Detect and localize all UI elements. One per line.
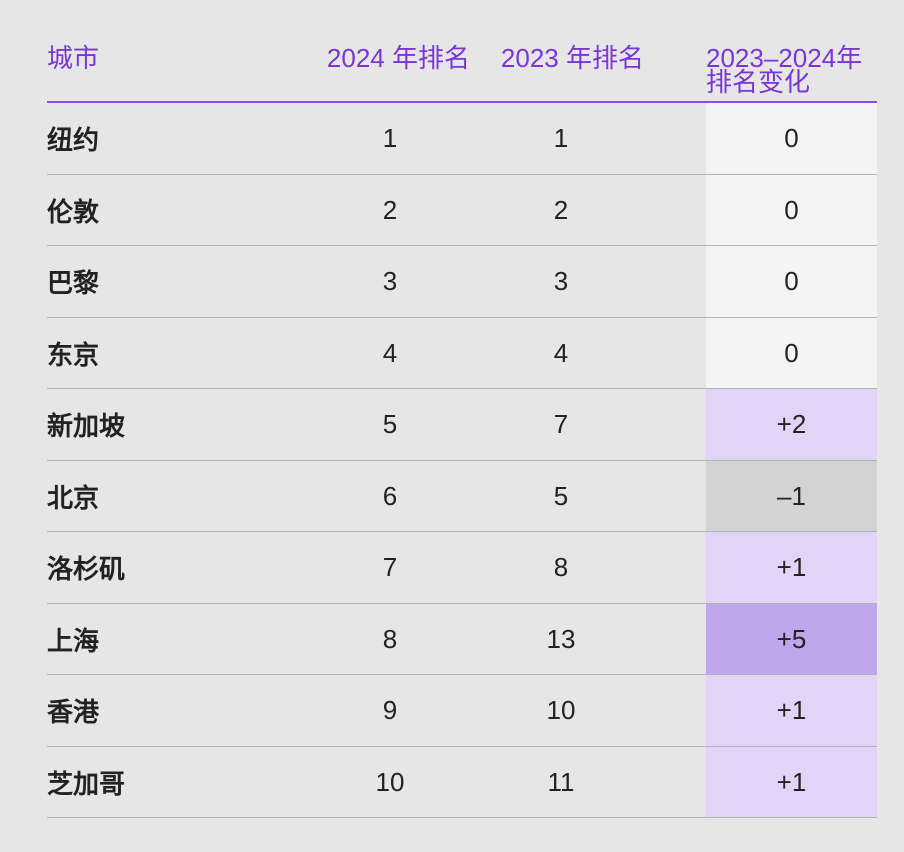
row-rule [47,531,877,532]
rank-2023: 10 [546,695,576,726]
rank-2024: 2 [382,194,398,225]
rank-change: +1 [776,766,807,797]
rank-2024: 5 [382,409,398,440]
rank-change: 0 [784,266,799,297]
rank-2023: 3 [553,266,569,297]
change-bg [706,389,877,461]
rank-2024: 7 [382,552,398,583]
change-bg [706,174,877,246]
city: 巴黎 [47,268,100,299]
rank-change: +1 [776,695,807,726]
rank-2023: 13 [546,623,576,654]
row-rule [47,173,877,175]
rank-2023: 11 [547,766,575,797]
rank-change: 0 [784,123,799,154]
city: 北京 [47,482,100,513]
header-2024: 2024 年排名 [326,43,470,73]
rank-2023: 2 [553,194,569,225]
city: 东京 [47,339,100,370]
change-bg [706,675,877,747]
rank-2024: 3 [382,266,398,297]
rank-2024: 6 [382,480,398,511]
rank-2024: 4 [382,337,398,368]
header-change: 2023–2024年排名变化 [706,43,863,97]
city: 洛杉矶 [47,554,126,585]
city: 香港 [47,697,100,728]
rank-2023: 4 [553,337,569,368]
city: 纽约 [47,125,100,156]
row-rule [47,674,877,675]
rank-2023: 8 [553,552,569,583]
change-bg [706,246,877,318]
row-rule [47,316,877,318]
rank-2023: 7 [553,409,569,440]
change-bg [706,317,877,389]
row-rule [47,388,877,389]
header-rule [47,101,877,103]
row-rule [47,817,877,818]
city: 伦敦 [47,196,100,227]
rank-2023: 1 [553,123,569,154]
change-bg [706,103,877,175]
rank-change: –1 [777,480,806,511]
change-bg [706,746,877,818]
rank-2024: 9 [382,695,398,726]
change-bg [706,532,877,604]
change-bg [706,460,877,532]
rank-change: +2 [776,409,807,440]
city: 上海 [47,625,100,656]
city: 芝加哥 [47,768,126,799]
row-rule [47,745,877,747]
rank-2024: 1 [382,123,398,154]
city: 新加坡 [47,411,126,442]
rank-2024: 8 [382,623,398,654]
header-2023: 2023 年排名 [500,43,644,73]
row-rule [47,602,877,604]
rank-change: 0 [784,337,799,368]
change-bg [706,603,877,675]
rank-change: +5 [776,623,807,654]
row-rule [47,245,877,246]
row-rule [47,459,877,461]
rank-2024: 10 [375,766,405,797]
header-city: 城市 [47,43,100,73]
rank-change: +1 [776,552,807,583]
rank-2023: 5 [553,480,569,511]
rank-change: 0 [784,194,799,225]
